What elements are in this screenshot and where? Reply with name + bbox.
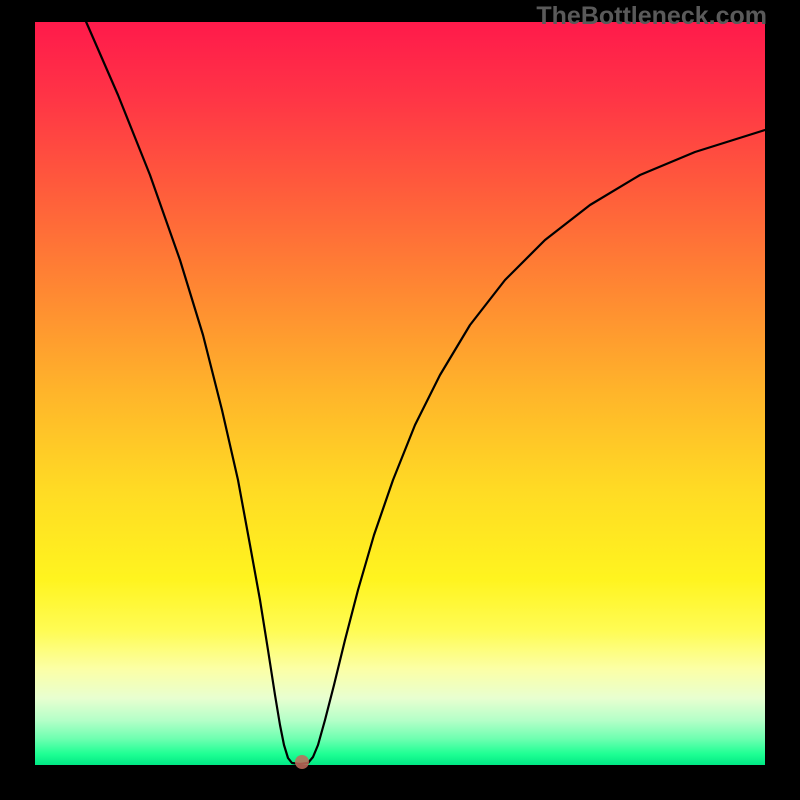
- chart-frame: TheBottleneck.com: [0, 0, 800, 800]
- watermark-text: TheBottleneck.com: [536, 2, 767, 31]
- bottleneck-curve: [84, 17, 765, 764]
- curve-layer: [0, 0, 800, 800]
- optimal-point-marker: [295, 755, 309, 769]
